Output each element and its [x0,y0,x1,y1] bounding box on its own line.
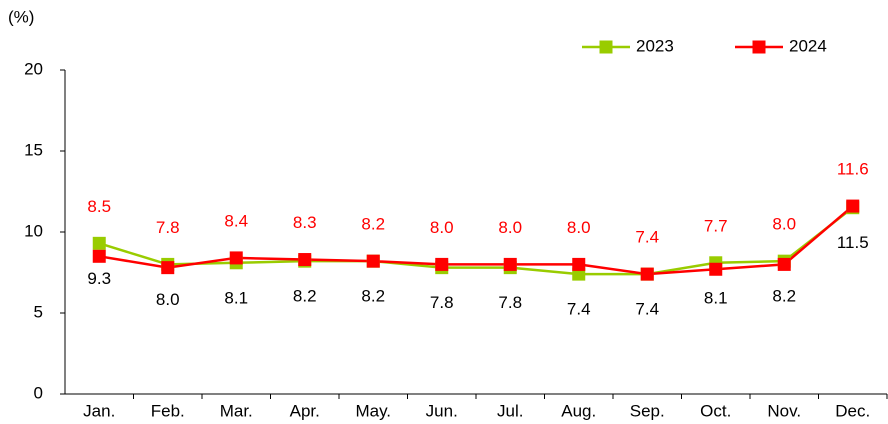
data-label: 8.1 [704,288,728,307]
data-label: 7.8 [498,293,522,312]
y-tick-label: 5 [34,302,43,321]
series-line [98,206,854,276]
data-label: 9.3 [87,269,111,288]
legend-marker [599,40,613,54]
data-label: 8.0 [772,215,796,234]
data-label: 8.0 [156,290,180,309]
x-tick-label: Oct. [700,401,731,420]
data-label: 11.5 [837,233,869,252]
point-marker [777,257,791,271]
point-marker [709,262,723,276]
data-label: 8.2 [361,287,385,306]
x-tick-label: Mar. [220,401,253,420]
data-label: 8.0 [567,218,591,237]
data-label: 8.4 [224,211,248,230]
legend-label: 2024 [789,36,827,55]
series-line [99,205,854,276]
x-tick-label: Aug. [561,401,596,420]
data-label: 7.8 [430,293,454,312]
data-label: 8.2 [772,287,796,306]
point-marker [572,257,586,271]
point-marker [229,251,243,265]
point-marker [846,199,860,213]
x-tick-label: Jan. [83,401,115,420]
x-tick-label: Sep. [630,401,665,420]
point-marker [435,257,449,271]
x-tick-label: Jun. [426,401,458,420]
data-label: 7.4 [635,300,659,319]
x-tick-label: Dec. [835,401,870,420]
y-tick-label: 0 [34,383,43,402]
data-label: 8.3 [293,213,317,232]
y-tick-label: 15 [24,140,43,159]
y-axis-label: (%) [8,7,34,26]
data-label: 8.1 [224,288,248,307]
point-marker [92,249,106,263]
point-marker [298,253,312,267]
data-label: 8.5 [87,197,111,216]
point-marker [161,261,175,275]
legend-marker [752,40,766,54]
x-tick-label: Jul. [497,401,523,420]
data-label: 7.8 [156,218,180,237]
point-marker [640,267,654,281]
data-label: 7.4 [635,228,659,247]
data-label: 7.7 [704,216,728,235]
data-label: 8.0 [430,218,454,237]
data-label: 8.2 [361,215,385,234]
data-label: 11.6 [837,160,869,179]
y-tick-label: 10 [24,221,43,240]
data-label: 7.4 [567,300,591,319]
legend-label: 2023 [636,36,674,55]
point-marker [366,254,380,268]
x-tick-label: Feb. [151,401,185,420]
x-tick-label: Nov. [767,401,801,420]
data-label: 8.0 [498,218,522,237]
y-tick-label: 20 [24,59,43,78]
x-tick-label: Apr. [290,401,320,420]
data-label: 8.2 [293,287,317,306]
point-marker [503,257,517,271]
x-tick-label: May. [355,401,391,420]
point-marker [92,236,106,250]
